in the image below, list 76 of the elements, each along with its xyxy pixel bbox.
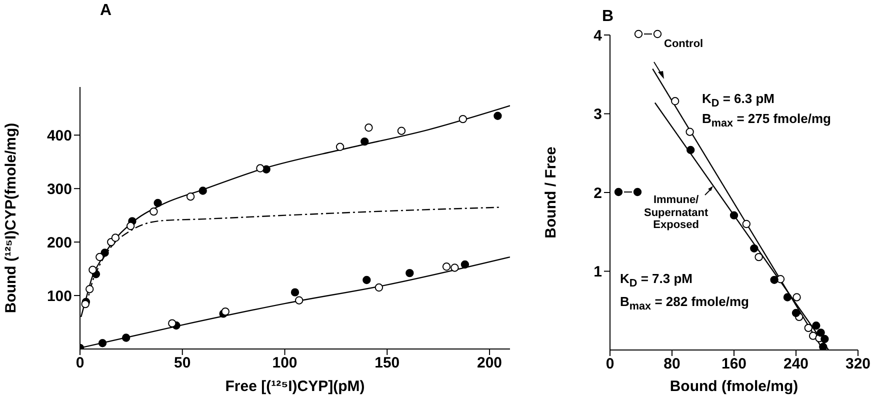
y-tick-label: 1 <box>594 264 602 281</box>
point <box>742 220 750 228</box>
point <box>98 339 107 348</box>
x-axis-title: Bound (fmole/mg) <box>668 378 800 395</box>
point <box>294 296 304 304</box>
point <box>336 142 344 151</box>
point <box>86 285 94 294</box>
point <box>256 164 264 172</box>
y-tick-label: 4 <box>594 27 603 44</box>
point <box>792 308 800 318</box>
y-tick-label: 200 <box>46 234 72 252</box>
y-tick-label: 400 <box>46 127 72 144</box>
point <box>808 332 818 340</box>
y-tick-label: 2 <box>594 184 602 202</box>
y-axis-title: Bound (¹²⁵I)CYP(fmole/mg) <box>2 122 20 314</box>
x-tick-label: 200 <box>477 354 502 372</box>
point <box>442 262 451 271</box>
point <box>458 114 468 124</box>
point <box>671 97 680 106</box>
point <box>494 112 502 120</box>
x-tick-label: 50 <box>174 354 191 372</box>
point <box>150 207 158 216</box>
point <box>783 293 792 302</box>
y-axis-title: Bound / Free <box>542 146 560 238</box>
annotation: K$_{D}$ = 7.3 pM <box>620 271 692 290</box>
point <box>397 126 406 135</box>
point <box>96 252 104 262</box>
point <box>754 252 763 262</box>
point <box>730 211 738 220</box>
point <box>686 128 694 136</box>
y-tick-label: 100 <box>46 288 72 305</box>
legend-label: Immune/Supernatant Exposed <box>644 193 708 232</box>
point <box>770 276 778 284</box>
x-tick-label: 0 <box>76 354 84 372</box>
point <box>290 288 300 296</box>
point <box>198 186 207 195</box>
chart-title: B <box>602 8 614 26</box>
point <box>221 307 230 316</box>
chart-title: A <box>100 2 112 20</box>
point <box>819 342 828 350</box>
point <box>186 192 195 201</box>
point <box>111 234 120 242</box>
y-tick-label: 300 <box>46 180 72 198</box>
point <box>816 328 825 337</box>
point <box>374 283 384 292</box>
x-tick-label: 160 <box>721 356 747 373</box>
point <box>360 137 369 146</box>
point <box>364 124 373 132</box>
legend-label: Control <box>664 37 704 51</box>
point <box>450 264 459 272</box>
x-tick-label: 320 <box>845 356 871 373</box>
point <box>812 321 820 330</box>
x-tick-label: 240 <box>783 356 809 373</box>
point <box>804 324 812 332</box>
point <box>168 319 176 328</box>
point <box>460 260 470 269</box>
y-tick-label: 3 <box>594 106 602 124</box>
point <box>362 276 371 284</box>
point <box>792 293 801 302</box>
point <box>126 222 135 230</box>
point <box>122 334 130 342</box>
x-tick-label: 150 <box>374 354 400 372</box>
x-tick-label: 100 <box>272 354 298 372</box>
point <box>750 244 758 253</box>
point <box>406 268 414 278</box>
point <box>154 198 162 208</box>
point <box>820 334 829 344</box>
x-axis-title: Free [(¹²⁵I)CYP](pM) <box>224 378 366 395</box>
annotation: B$_{max}$ = 275 fmole/mg <box>702 111 831 130</box>
annotation: K$_{D}$ = 6.3 pM <box>702 91 774 110</box>
point <box>686 146 695 154</box>
annotation: B$_{max}$ = 282 fmole/mg <box>620 294 749 313</box>
point <box>100 248 109 257</box>
x-tick-label: 0 <box>606 356 614 373</box>
x-tick-label: 80 <box>664 356 680 373</box>
point <box>88 266 97 274</box>
